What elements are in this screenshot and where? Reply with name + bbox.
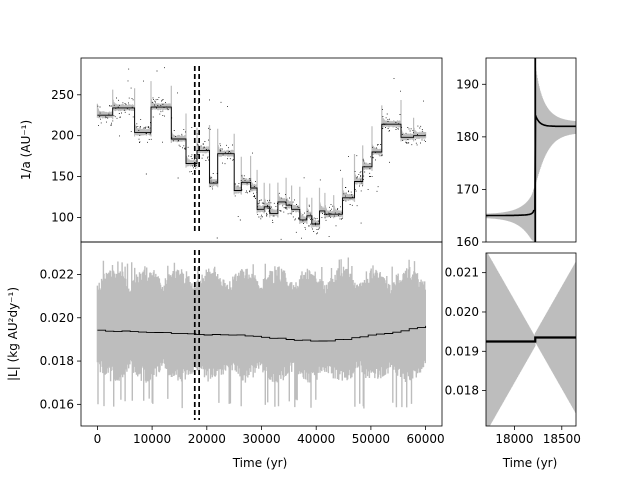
y-tick-label: 250 (51, 88, 74, 102)
top-right-panel: 160 170 180 190 (456, 57, 577, 249)
x-tick-label: 20000 (188, 432, 226, 446)
bottom-left-xlabel: Time (yr) (232, 456, 288, 470)
x-tick-label: 18500 (543, 432, 581, 446)
plot-area (486, 253, 576, 426)
x-tick-label: 30000 (242, 432, 280, 446)
x-tick-label: 50000 (352, 432, 390, 446)
bottom-right-xlabel: Time (yr) (502, 456, 558, 470)
axes-frame (485, 57, 577, 243)
y-tick-label: 0.018 (40, 354, 74, 368)
mean-line (486, 115, 576, 217)
noise-band (96, 257, 426, 409)
x-tick-label: 60000 (406, 432, 444, 446)
x-tick-label: 0 (94, 432, 102, 446)
plot-area (96, 66, 427, 240)
mean-line (486, 336, 576, 343)
top-left-ylabel: 1/a (AU⁻¹) (19, 120, 33, 180)
y-tick-label: 100 (51, 210, 74, 224)
y-tick-label: 200 (51, 129, 74, 143)
y-tick-label: 180 (456, 130, 479, 144)
scatter-points (97, 67, 426, 240)
plot-area (486, 58, 576, 242)
top-left-panel: 100 150 200 250 (51, 57, 443, 243)
x-tick-label: 18000 (495, 432, 533, 446)
y-tick-label: 150 (51, 170, 74, 184)
y-tick-label: 0.020 (40, 311, 74, 325)
y-tick-label: 0.020 (445, 305, 479, 319)
y-tick-label: 170 (456, 182, 479, 196)
mean-step-line (97, 325, 427, 342)
y-tick-label: 0.016 (40, 397, 74, 411)
bottom-right-panel: 0.018 0.019 0.020 0.021 18000 18500 (445, 252, 581, 446)
y-tick-label: 190 (456, 77, 479, 91)
x-tick-label: 10000 (133, 432, 171, 446)
bottom-left-ylabel: |L| (kg AU²dy⁻¹) (6, 287, 20, 381)
y-tick-label: 0.019 (445, 344, 479, 358)
bottom-left-panel: 0.016 0.018 0.020 0.022 0 10000 20000 30000 4000… (40, 241, 445, 446)
axes-frame (80, 241, 443, 427)
mean-step-line (97, 106, 426, 225)
axes-frame (485, 252, 577, 427)
y-tick-label: 160 (456, 235, 479, 249)
y-tick-label: 0.022 (40, 267, 74, 281)
y-tick-label: 0.021 (445, 266, 479, 280)
x-tick-label: 40000 (297, 432, 335, 446)
plot-area (96, 250, 427, 420)
y-tick-label: 0.018 (445, 384, 479, 398)
